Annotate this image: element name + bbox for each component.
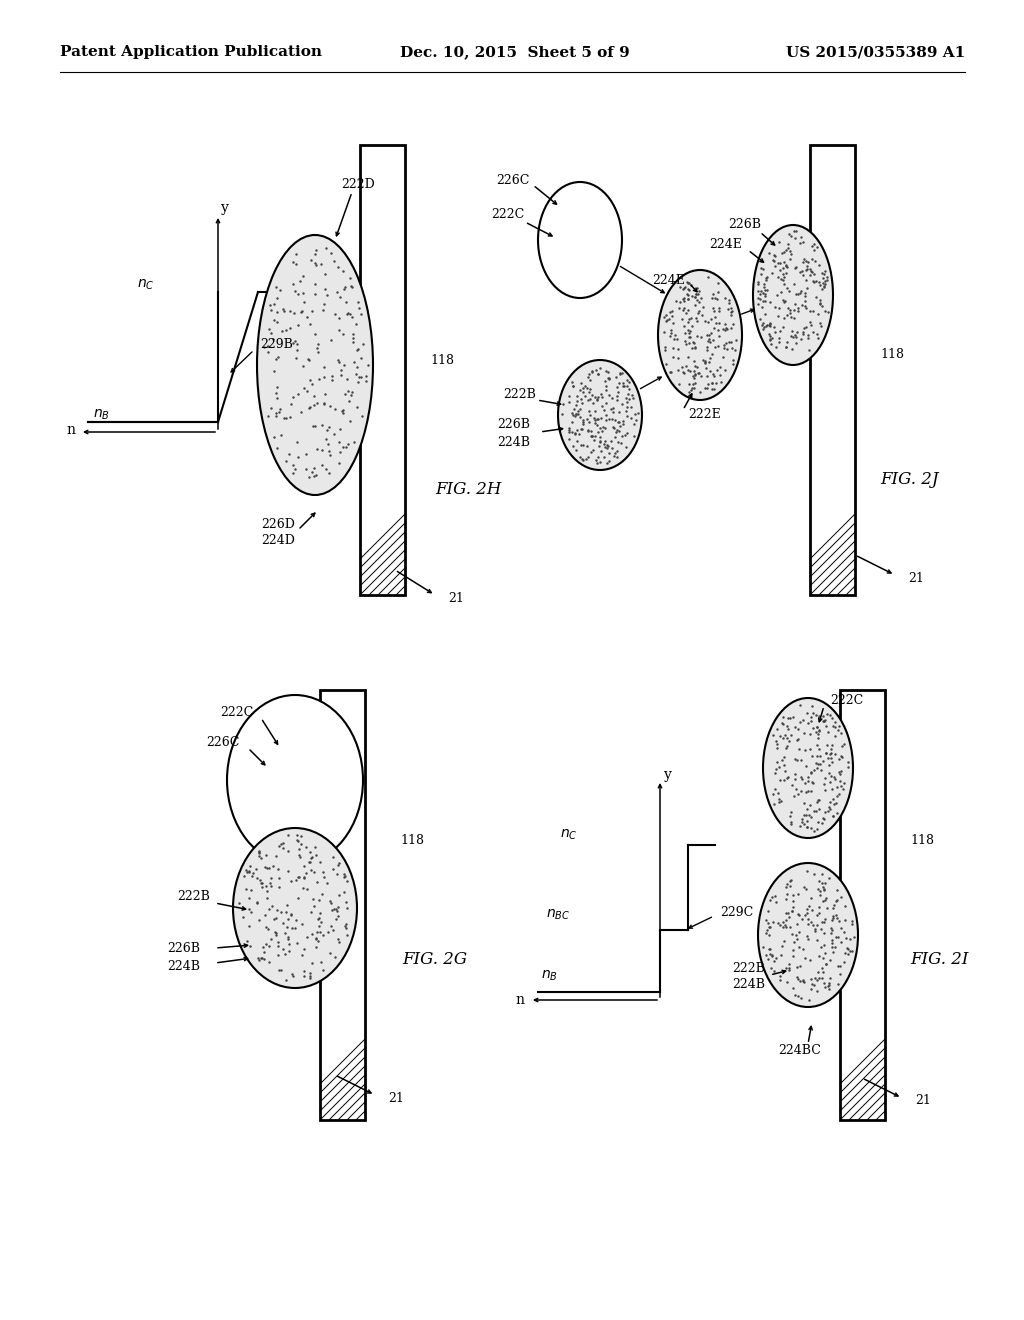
Bar [319,690,365,1119]
Bar [319,690,365,1119]
Text: n: n [66,422,75,437]
Text: 224D: 224D [261,533,295,546]
Ellipse shape [753,224,833,366]
Text: 224BC: 224BC [778,1044,821,1056]
Text: FIG. 2I: FIG. 2I [910,952,969,969]
Text: 222D: 222D [341,178,375,191]
Text: FIG. 2J: FIG. 2J [880,471,939,488]
Text: US 2015/0355389 A1: US 2015/0355389 A1 [785,45,965,59]
Ellipse shape [763,698,853,838]
Text: FIG. 2H: FIG. 2H [435,482,502,499]
Text: 21: 21 [449,591,464,605]
Bar [840,690,885,1119]
Text: 226B: 226B [167,941,200,954]
Ellipse shape [558,360,642,470]
Text: 222C: 222C [220,705,253,718]
Text: 224B: 224B [497,436,530,449]
Bar [810,145,855,595]
Text: 224B: 224B [167,961,200,974]
Text: $n_C$: $n_C$ [137,277,155,292]
Text: 222E: 222E [688,408,721,421]
Text: 222C: 222C [490,209,524,222]
Bar [360,145,406,595]
Text: FIG. 2G: FIG. 2G [402,952,467,969]
Text: 118: 118 [400,833,424,846]
Text: $n_{BC}$: $n_{BC}$ [546,908,570,923]
Text: $n_C$: $n_C$ [560,828,578,842]
Text: 21: 21 [908,572,924,585]
Text: Patent Application Publication: Patent Application Publication [60,45,322,59]
Text: 222B: 222B [177,891,210,903]
Text: 226D: 226D [261,519,295,532]
Ellipse shape [658,271,742,400]
Bar [810,145,855,595]
Text: 222B: 222B [503,388,536,401]
Ellipse shape [758,863,858,1007]
Text: 224E: 224E [652,273,685,286]
Text: 118: 118 [430,354,454,367]
Text: 224E: 224E [710,239,742,252]
Text: y: y [664,768,672,781]
Text: 21: 21 [388,1092,403,1105]
Bar [360,145,406,595]
Text: 222C: 222C [830,693,863,706]
Text: y: y [221,201,229,215]
Text: n: n [515,993,524,1007]
Text: 118: 118 [910,833,934,846]
Text: 229B: 229B [260,338,293,351]
Text: 226C: 226C [497,173,530,186]
Text: Dec. 10, 2015  Sheet 5 of 9: Dec. 10, 2015 Sheet 5 of 9 [400,45,630,59]
Text: 226B: 226B [497,418,530,432]
Ellipse shape [257,235,373,495]
Text: 21: 21 [915,1093,931,1106]
Text: 226C: 226C [207,735,240,748]
Text: 226B: 226B [728,219,762,231]
Text: 229C: 229C [720,906,754,919]
Bar [840,690,885,1119]
Ellipse shape [233,828,357,987]
Text: 224B: 224B [732,978,765,990]
Ellipse shape [538,182,622,298]
Ellipse shape [227,696,362,865]
Text: $n_B$: $n_B$ [93,408,110,422]
Text: $n_B$: $n_B$ [541,969,558,983]
Text: 222B: 222B [732,961,765,974]
Text: 118: 118 [880,348,904,362]
